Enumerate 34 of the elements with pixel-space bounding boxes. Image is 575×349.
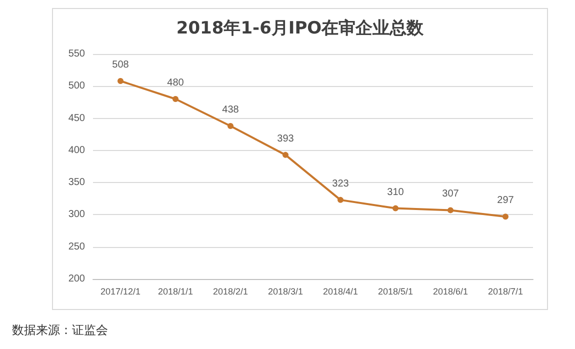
y-tick-label: 300	[68, 209, 86, 220]
point	[118, 78, 124, 84]
y-tick-label: 250	[68, 241, 86, 252]
point	[172, 96, 178, 102]
point	[282, 152, 288, 158]
data-label: 323	[332, 178, 350, 190]
data-label: 438	[222, 104, 240, 116]
y-tick-label: 400	[68, 144, 86, 156]
point	[448, 207, 454, 214]
point	[392, 205, 398, 212]
x-tick-label: 2018/3/1	[268, 286, 304, 296]
data-label: 297	[497, 195, 514, 206]
y-tick-label: 500	[68, 80, 86, 92]
x-tick-label: 2018/7/1	[488, 286, 524, 296]
data-label: 393	[277, 133, 294, 144]
y-tick-label: 350	[68, 177, 86, 188]
point	[502, 214, 508, 220]
x-tick-label: 2018/4/1	[322, 286, 358, 296]
data-label: 307	[442, 188, 460, 200]
y-tick-label: 450	[68, 112, 86, 124]
data-label: 480	[167, 78, 184, 88]
data-label: 508	[112, 60, 130, 70]
point	[228, 123, 234, 129]
y-tick-label: 200	[68, 274, 86, 284]
point	[338, 196, 344, 203]
y-tick-label: 550	[68, 48, 86, 60]
data-label: 310	[387, 186, 404, 198]
source-note: 数据来源：证监会	[12, 322, 108, 339]
x-tick-label: 2017/12/1	[100, 286, 141, 296]
x-tick-label: 2018/1/1	[158, 286, 194, 296]
chart-title: 2018年1-6月IPO在审企业总数	[176, 18, 425, 38]
x-tick-label: 2018/2/1	[212, 286, 248, 296]
x-tick-label: 2018/6/1	[432, 286, 468, 296]
x-tick-label: 2018/5/1	[378, 286, 414, 296]
